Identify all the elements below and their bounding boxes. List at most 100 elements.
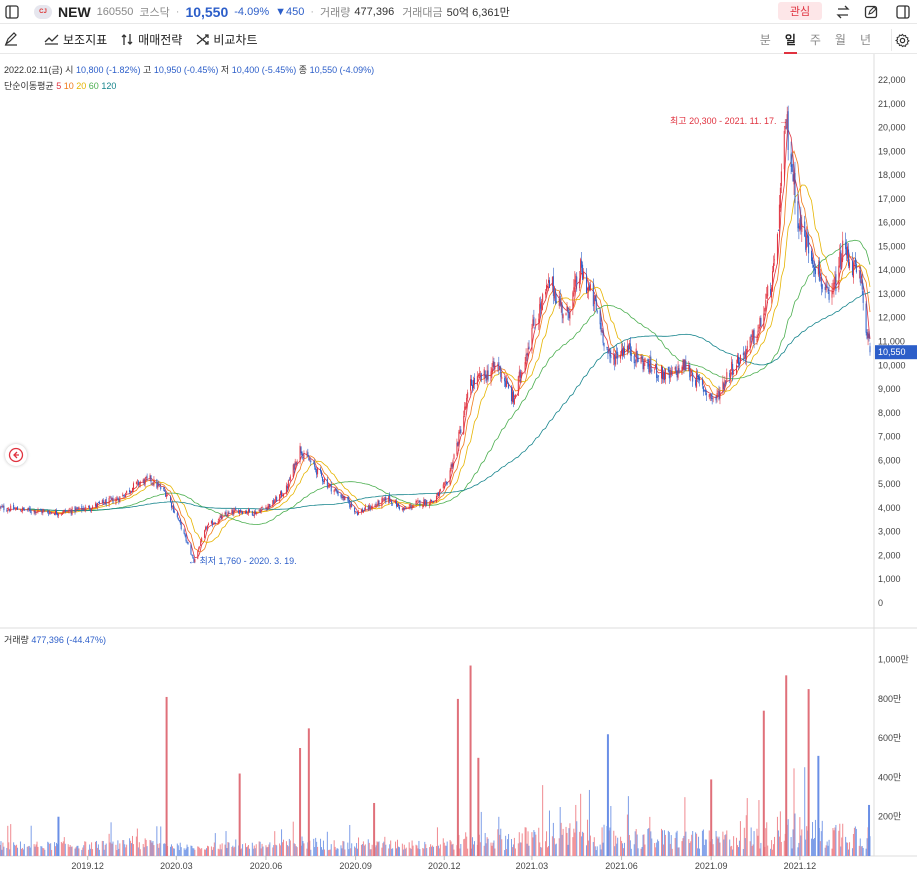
volume-bar: [211, 849, 213, 856]
volume-bar: [623, 848, 625, 856]
volume-bar: [669, 843, 671, 856]
volume-bar: [743, 827, 745, 856]
period-tab-day[interactable]: 일: [783, 25, 797, 54]
volume-bar: [335, 849, 337, 856]
candle-body: [429, 503, 431, 506]
candle-body: [534, 327, 536, 329]
indicator-button[interactable]: 보조지표: [44, 31, 107, 48]
candle-body: [443, 482, 445, 485]
candle-body: [37, 509, 39, 511]
candle-body: [13, 504, 15, 510]
candle-body: [437, 492, 439, 496]
candle-body: [68, 510, 70, 511]
panel-toggle-icon[interactable]: [893, 2, 913, 22]
open-value: 10,800: [75, 65, 104, 75]
favorite-button[interactable]: 관심: [778, 2, 822, 20]
sidebar-toggle-icon[interactable]: [0, 0, 24, 24]
candle-body: [296, 461, 298, 465]
volume-legend-label: 거래량: [4, 635, 29, 645]
y-tick-label: 11,000: [878, 337, 905, 347]
volume-bar: [266, 847, 268, 856]
volume-bar: [143, 847, 145, 856]
strategy-button[interactable]: 매매전략: [121, 31, 182, 48]
candle-body: [419, 500, 421, 506]
candle-body: [743, 353, 745, 355]
candle-body: [547, 285, 549, 288]
candle-body: [111, 497, 113, 499]
candle-body: [288, 479, 290, 481]
volume-bar: [651, 838, 653, 856]
candle-body: [395, 501, 397, 504]
candle-body: [314, 462, 316, 467]
volume-bar: [567, 844, 569, 856]
scroll-left-icon[interactable]: [5, 444, 27, 466]
volume-bar: [33, 844, 35, 856]
amount-value: 50억 6,361만: [446, 6, 510, 19]
compare-button[interactable]: 비교차트: [196, 31, 258, 48]
candle-body: [784, 125, 786, 128]
candle-body: [493, 361, 495, 368]
candle-body: [344, 496, 346, 501]
candle-body: [349, 502, 351, 508]
candle-body: [199, 546, 201, 548]
volume-tick-label: 200만: [878, 812, 901, 822]
volume-bar: [453, 849, 455, 856]
volume-bar: [23, 843, 25, 856]
volume-bar: [705, 839, 707, 856]
candle-body: [859, 271, 861, 283]
candle-body: [30, 511, 32, 513]
volume-bar: [792, 829, 794, 856]
volume-bar: [104, 844, 106, 856]
volume-bar: [3, 846, 5, 856]
swap-icon[interactable]: [833, 2, 853, 22]
candle-body: [627, 345, 629, 350]
legend-date: 2022.02.11(금): [4, 65, 63, 75]
volume-bar: [635, 829, 637, 856]
edit-icon[interactable]: [861, 2, 881, 22]
volume-bar: [411, 840, 413, 856]
volume-bar: [542, 785, 544, 856]
volume-bar: [751, 845, 753, 856]
candle-body: [463, 415, 465, 435]
volume-bar: [152, 840, 154, 856]
period-tab-year[interactable]: 년: [859, 33, 871, 47]
volume-bar: [588, 789, 590, 856]
volume-bar: [56, 842, 58, 856]
volume-bar: [160, 826, 162, 856]
candle-body: [239, 510, 241, 515]
candle-body: [562, 314, 564, 319]
candle-body: [460, 429, 462, 433]
candle-body: [450, 464, 452, 471]
candle-body: [541, 301, 543, 312]
volume-bar: [451, 844, 453, 856]
candle-body: [813, 267, 815, 271]
candle-body: [418, 500, 420, 502]
draw-tool-icon[interactable]: [4, 32, 22, 46]
period-tab-week[interactable]: 주: [809, 33, 821, 47]
candle-body: [166, 494, 168, 497]
candle-body: [43, 510, 45, 512]
period-tab-minute[interactable]: 분: [759, 33, 771, 47]
period-tab-month[interactable]: 월: [834, 33, 846, 47]
volume-bar: [384, 836, 386, 856]
volume-bar: [285, 841, 287, 856]
candle-body: [321, 471, 323, 476]
candle-body: [708, 394, 710, 398]
volume-bar: [472, 844, 474, 856]
volume-bar: [718, 836, 720, 856]
candle-body: [867, 332, 869, 338]
volume-bar: [777, 830, 779, 856]
volume-bar: [385, 844, 387, 856]
candle-body: [651, 369, 653, 372]
volume-bar: [364, 844, 366, 856]
candle-body: [228, 512, 230, 514]
y-tick-label: 18,000: [878, 170, 906, 180]
candle-body: [205, 527, 207, 531]
settings-gear-icon[interactable]: [891, 29, 913, 51]
volume-bar: [218, 849, 220, 856]
candle-body: [466, 397, 468, 409]
volume-bar: [637, 848, 639, 856]
volume-bar: [125, 847, 127, 856]
candle-body: [483, 369, 485, 380]
